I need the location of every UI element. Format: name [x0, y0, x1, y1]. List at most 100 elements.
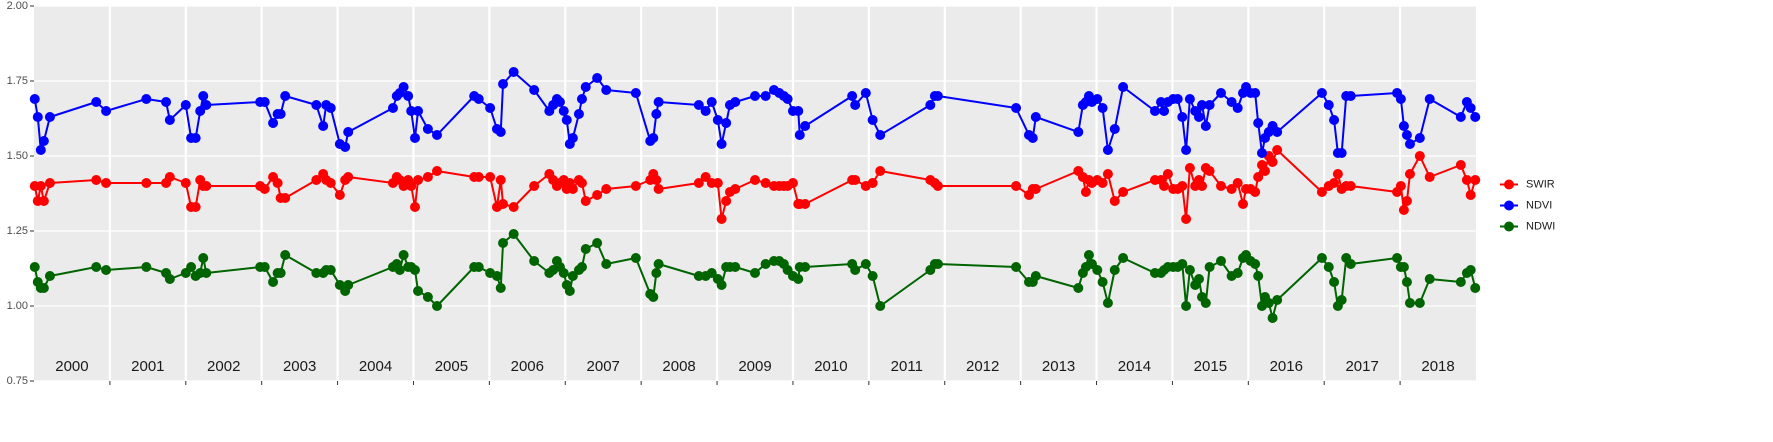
point	[141, 178, 152, 188]
year-label: 2001	[131, 358, 164, 375]
point	[1329, 178, 1340, 188]
point	[311, 268, 322, 278]
point	[793, 106, 804, 116]
point	[35, 145, 46, 155]
point	[508, 229, 519, 239]
point	[275, 268, 286, 278]
point	[1118, 253, 1129, 263]
point	[1073, 127, 1084, 137]
point	[630, 88, 641, 98]
point	[1272, 127, 1283, 137]
series	[29, 145, 1481, 224]
point	[1092, 265, 1103, 275]
point	[413, 175, 424, 185]
point	[311, 100, 322, 110]
point	[721, 118, 732, 128]
point	[1316, 187, 1327, 197]
point	[398, 82, 409, 92]
point	[1097, 277, 1108, 287]
point	[190, 202, 201, 212]
point	[648, 292, 659, 302]
point	[1027, 133, 1038, 143]
point	[473, 262, 484, 272]
point	[712, 115, 723, 125]
point	[750, 268, 760, 278]
point	[529, 85, 540, 95]
point	[1177, 112, 1188, 122]
point	[1109, 124, 1120, 134]
y-tick-label: 1.25	[7, 225, 28, 237]
legend-label: SWIR	[1526, 178, 1555, 190]
point	[760, 178, 771, 188]
point	[38, 283, 49, 293]
point	[180, 100, 191, 110]
point	[101, 265, 112, 275]
point	[1102, 145, 1113, 155]
panel	[34, 6, 1476, 381]
point	[186, 262, 197, 272]
point	[592, 190, 603, 200]
point	[1455, 277, 1466, 287]
point	[782, 94, 793, 104]
year-label: 2016	[1270, 358, 1303, 375]
point	[325, 265, 336, 275]
point	[716, 214, 727, 224]
point	[44, 271, 55, 281]
point	[716, 280, 727, 290]
point	[1323, 100, 1334, 110]
point	[750, 91, 760, 101]
point	[867, 178, 878, 188]
point	[787, 178, 798, 188]
point	[875, 166, 886, 176]
point	[198, 91, 209, 101]
point	[1109, 196, 1120, 206]
point	[44, 178, 55, 188]
y-tick-label: 1.75	[7, 75, 28, 87]
point	[1215, 256, 1226, 266]
point	[1332, 169, 1343, 179]
point	[800, 121, 811, 131]
point	[413, 106, 424, 116]
point	[860, 88, 871, 98]
legend-label: NDVI	[1526, 199, 1552, 211]
point	[406, 181, 417, 191]
point	[259, 184, 270, 194]
point	[1156, 97, 1167, 107]
point	[1232, 103, 1243, 113]
point	[1253, 271, 1264, 281]
point	[1102, 169, 1113, 179]
point	[1118, 82, 1129, 92]
point	[164, 172, 175, 182]
point	[1395, 181, 1406, 191]
point	[29, 262, 40, 272]
point	[653, 184, 664, 194]
point	[932, 259, 943, 269]
point	[91, 262, 102, 272]
point	[1197, 181, 1208, 191]
point	[693, 178, 704, 188]
point	[1404, 169, 1415, 179]
year-label: 2014	[1118, 358, 1151, 375]
point	[1238, 199, 1249, 209]
point	[1345, 259, 1356, 269]
year-label: 2012	[966, 358, 999, 375]
point	[730, 97, 741, 107]
point	[1177, 259, 1188, 269]
point	[750, 175, 760, 185]
point	[793, 274, 804, 284]
point	[1011, 262, 1022, 272]
point	[268, 118, 279, 128]
point	[932, 91, 943, 101]
point	[1030, 184, 1041, 194]
point	[180, 178, 191, 188]
point	[1336, 295, 1347, 305]
point	[730, 262, 741, 272]
point	[860, 259, 871, 269]
point	[406, 106, 417, 116]
point	[29, 94, 40, 104]
point	[32, 112, 43, 122]
point	[1073, 283, 1084, 293]
series	[29, 229, 1481, 323]
point	[473, 172, 484, 182]
